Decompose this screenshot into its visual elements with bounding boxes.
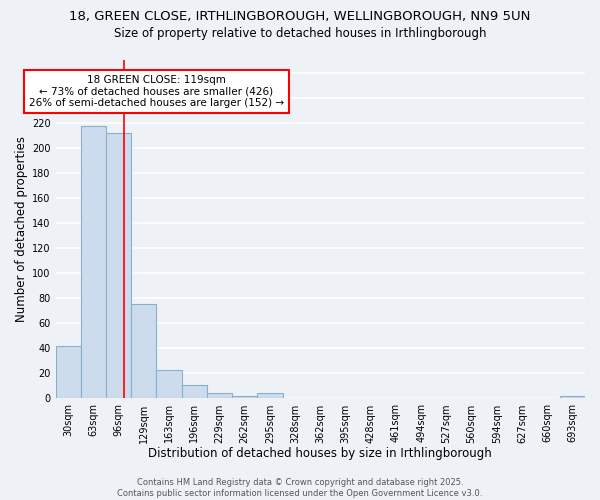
Bar bbox=[106, 132, 131, 398]
Bar bbox=[157, 370, 182, 398]
Bar bbox=[232, 396, 257, 398]
Bar bbox=[257, 394, 283, 398]
Bar bbox=[560, 396, 585, 398]
Text: Contains HM Land Registry data © Crown copyright and database right 2025.
Contai: Contains HM Land Registry data © Crown c… bbox=[118, 478, 482, 498]
Text: Size of property relative to detached houses in Irthlingborough: Size of property relative to detached ho… bbox=[114, 28, 486, 40]
Bar bbox=[182, 384, 207, 398]
Text: 18, GREEN CLOSE, IRTHLINGBOROUGH, WELLINGBOROUGH, NN9 5UN: 18, GREEN CLOSE, IRTHLINGBOROUGH, WELLIN… bbox=[70, 10, 530, 23]
Text: 18 GREEN CLOSE: 119sqm
← 73% of detached houses are smaller (426)
26% of semi-de: 18 GREEN CLOSE: 119sqm ← 73% of detached… bbox=[29, 75, 284, 108]
Bar bbox=[81, 126, 106, 398]
X-axis label: Distribution of detached houses by size in Irthlingborough: Distribution of detached houses by size … bbox=[148, 447, 492, 460]
Bar bbox=[131, 304, 157, 398]
Bar bbox=[207, 394, 232, 398]
Y-axis label: Number of detached properties: Number of detached properties bbox=[15, 136, 28, 322]
Bar bbox=[56, 346, 81, 399]
